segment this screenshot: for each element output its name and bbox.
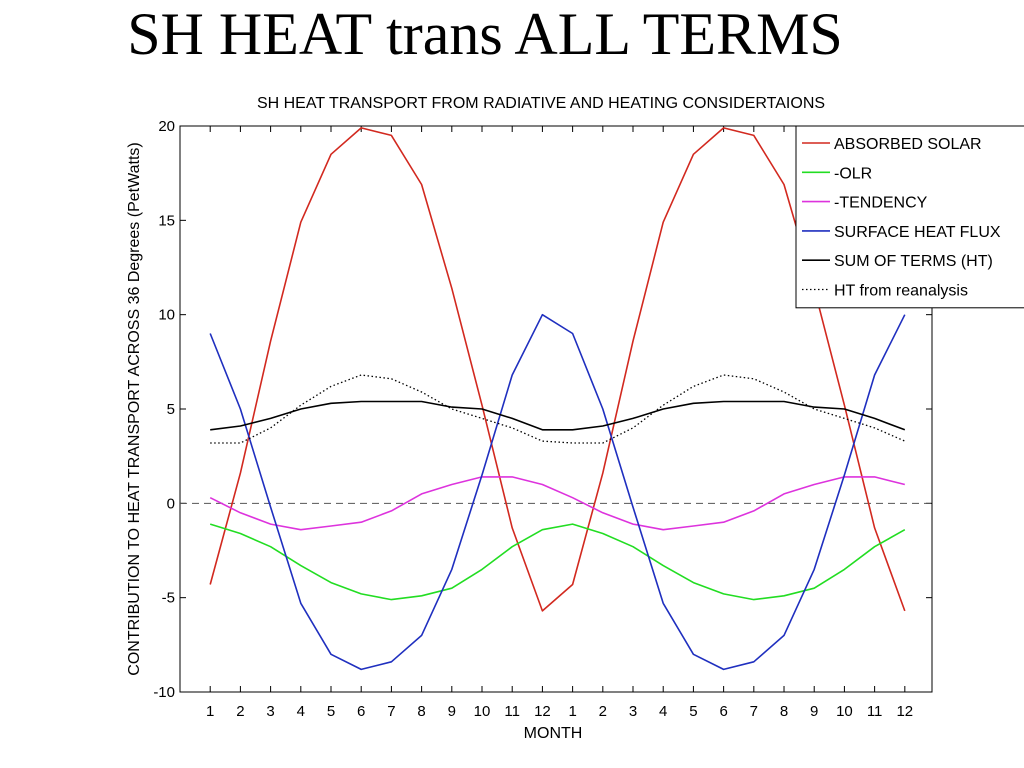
x-tick-label: 5 bbox=[327, 703, 335, 720]
x-tick-label: 8 bbox=[780, 703, 788, 720]
slide-title: SH HEAT trans ALL TERMS bbox=[127, 1, 843, 67]
legend-label-4: SUM OF TERMS (HT) bbox=[834, 253, 993, 270]
x-tick-label: 6 bbox=[719, 703, 727, 720]
x-tick-label: 7 bbox=[387, 703, 395, 720]
x-tick-label: 6 bbox=[357, 703, 365, 720]
x-tick-label: 8 bbox=[417, 703, 425, 720]
legend: ABSORBED SOLAR -OLR -TENDENCY SURFACE HEAT … bbox=[795, 125, 1024, 309]
x-tick-label: 9 bbox=[448, 703, 456, 720]
x-tick-label: 2 bbox=[236, 703, 244, 720]
legend-box bbox=[795, 125, 1024, 309]
y-tick-label: 20 bbox=[158, 118, 175, 135]
legend-label-0: ABSORBED SOLAR bbox=[834, 136, 982, 153]
series-line-4 bbox=[210, 400, 906, 431]
series-line-3 bbox=[209, 313, 906, 671]
x-tick-label: 3 bbox=[266, 703, 274, 720]
legend-label-5: HT from reanalysis bbox=[834, 283, 968, 300]
y-tick-label: -10 bbox=[153, 684, 175, 701]
x-tick-label: 3 bbox=[629, 703, 637, 720]
x-tick-label: 11 bbox=[504, 703, 520, 720]
series-lines bbox=[180, 127, 932, 671]
y-axis-label: CONTRIBUTION TO HEAT TRANSPORT ACROSS 36… bbox=[126, 142, 143, 675]
x-tick-label: 11 bbox=[867, 703, 883, 720]
x-tick-label: 1 bbox=[568, 703, 576, 720]
y-tick-label: 10 bbox=[158, 307, 175, 324]
x-tick-label: 2 bbox=[599, 703, 607, 720]
x-tick-label: 12 bbox=[896, 703, 913, 720]
legend-label-3: SURFACE HEAT FLUX bbox=[834, 224, 1001, 241]
x-tick-label: 10 bbox=[836, 703, 853, 720]
y-tick-label: 5 bbox=[167, 401, 175, 418]
y-tick-label: 15 bbox=[158, 212, 175, 229]
x-tick-label: 4 bbox=[659, 703, 667, 720]
x-tick-label: 1 bbox=[206, 703, 214, 720]
series-line-0 bbox=[209, 127, 906, 612]
chart-title: SH HEAT TRANSPORT FROM RADIATIVE AND HEA… bbox=[257, 95, 825, 112]
legend-label-1: -OLR bbox=[834, 165, 872, 182]
x-tick-label: 10 bbox=[474, 703, 491, 720]
series-line-5 bbox=[210, 374, 906, 444]
x-tick-label: 9 bbox=[810, 703, 818, 720]
series-line-1 bbox=[209, 523, 906, 601]
legend-label-2: -TENDENCY bbox=[834, 195, 928, 212]
x-tick-label: 5 bbox=[689, 703, 697, 720]
x-axis-label: MONTH bbox=[524, 725, 583, 742]
y-tick-label: 0 bbox=[167, 495, 175, 512]
x-tick-label: 7 bbox=[750, 703, 758, 720]
x-tick-label: 4 bbox=[297, 703, 305, 720]
y-tick-label: -5 bbox=[162, 590, 175, 607]
series-line-2 bbox=[209, 476, 905, 531]
x-tick-label: 12 bbox=[534, 703, 551, 720]
